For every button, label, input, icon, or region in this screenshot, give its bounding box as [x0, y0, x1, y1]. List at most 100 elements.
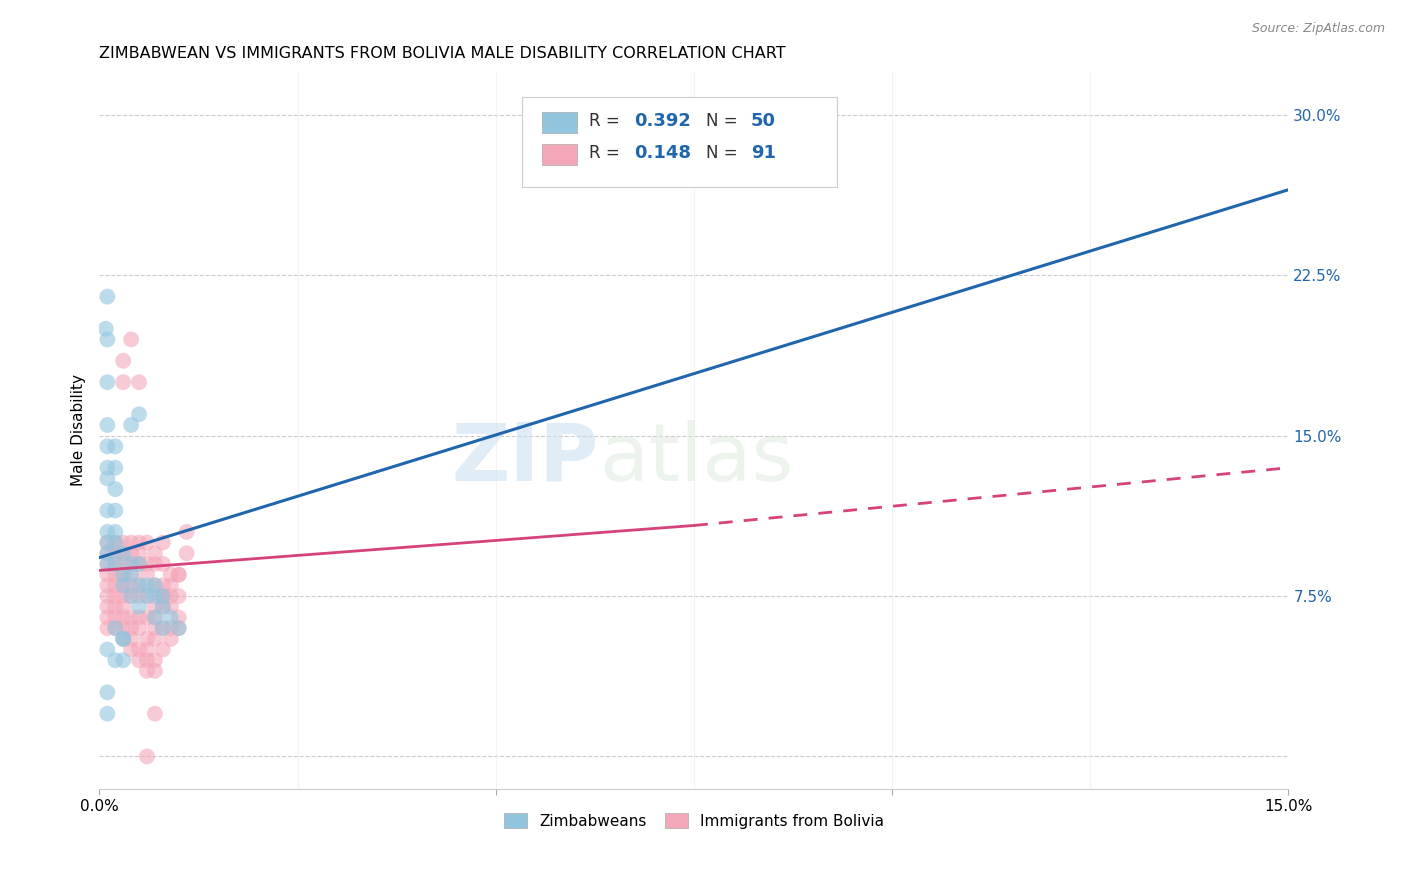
- Point: [96, 524, 118, 539]
- Point: [96, 546, 118, 560]
- Point: [104, 621, 127, 635]
- Point: [159, 621, 181, 635]
- Point: [96, 460, 118, 475]
- Point: [136, 535, 159, 549]
- Point: [128, 599, 150, 614]
- Point: [136, 610, 159, 624]
- Point: [152, 589, 174, 603]
- Point: [104, 546, 127, 560]
- Point: [176, 546, 198, 560]
- FancyBboxPatch shape: [541, 112, 578, 133]
- Point: [159, 567, 181, 582]
- FancyBboxPatch shape: [541, 144, 578, 165]
- Point: [104, 621, 127, 635]
- Point: [120, 589, 142, 603]
- Text: ZIMBABWEAN VS IMMIGRANTS FROM BOLIVIA MALE DISABILITY CORRELATION CHART: ZIMBABWEAN VS IMMIGRANTS FROM BOLIVIA MA…: [100, 46, 786, 62]
- Point: [167, 567, 190, 582]
- Point: [104, 599, 127, 614]
- Point: [104, 557, 127, 571]
- Point: [112, 567, 135, 582]
- Point: [112, 610, 135, 624]
- Point: [136, 578, 159, 592]
- Point: [128, 589, 150, 603]
- Point: [136, 642, 159, 657]
- Point: [104, 578, 127, 592]
- Point: [104, 524, 127, 539]
- Point: [112, 546, 135, 560]
- Point: [136, 589, 159, 603]
- Point: [786, 140, 808, 154]
- Point: [120, 535, 142, 549]
- Point: [120, 567, 142, 582]
- Point: [143, 546, 166, 560]
- Point: [96, 546, 118, 560]
- Point: [143, 589, 166, 603]
- Legend: Zimbabweans, Immigrants from Bolivia: Zimbabweans, Immigrants from Bolivia: [498, 806, 890, 835]
- Point: [143, 599, 166, 614]
- Point: [96, 503, 118, 517]
- Point: [167, 567, 190, 582]
- Point: [152, 599, 174, 614]
- Point: [159, 589, 181, 603]
- Point: [128, 557, 150, 571]
- Text: R =: R =: [589, 112, 620, 130]
- Point: [176, 524, 198, 539]
- Point: [112, 546, 135, 560]
- Point: [96, 471, 118, 485]
- Point: [96, 685, 118, 699]
- Point: [128, 535, 150, 549]
- Point: [136, 567, 159, 582]
- Point: [152, 621, 174, 635]
- Point: [96, 535, 118, 549]
- Point: [112, 632, 135, 646]
- Point: [136, 589, 159, 603]
- Point: [143, 578, 166, 592]
- Point: [104, 557, 127, 571]
- Point: [112, 621, 135, 635]
- Point: [128, 546, 150, 560]
- Point: [96, 589, 118, 603]
- Text: R =: R =: [589, 145, 620, 162]
- Point: [167, 621, 190, 635]
- Point: [104, 439, 127, 453]
- Point: [167, 589, 190, 603]
- Point: [120, 610, 142, 624]
- Point: [104, 567, 127, 582]
- Text: 91: 91: [751, 145, 776, 162]
- Point: [96, 439, 118, 453]
- Point: [96, 621, 118, 635]
- Point: [94, 322, 117, 336]
- Point: [112, 535, 135, 549]
- Point: [112, 578, 135, 592]
- Point: [143, 610, 166, 624]
- Text: ZIP: ZIP: [451, 420, 599, 498]
- Point: [96, 290, 118, 304]
- Text: N =: N =: [706, 145, 737, 162]
- Point: [120, 417, 142, 432]
- Point: [120, 642, 142, 657]
- Point: [96, 642, 118, 657]
- Point: [112, 589, 135, 603]
- Point: [112, 632, 135, 646]
- Text: Source: ZipAtlas.com: Source: ZipAtlas.com: [1251, 22, 1385, 36]
- Point: [112, 557, 135, 571]
- Point: [120, 632, 142, 646]
- Point: [136, 557, 159, 571]
- Point: [128, 653, 150, 667]
- Y-axis label: Male Disability: Male Disability: [72, 375, 86, 486]
- Point: [120, 567, 142, 582]
- Point: [136, 632, 159, 646]
- Point: [96, 599, 118, 614]
- Point: [96, 578, 118, 592]
- Point: [143, 664, 166, 678]
- Point: [96, 610, 118, 624]
- Point: [152, 535, 174, 549]
- Point: [128, 610, 150, 624]
- Point: [159, 610, 181, 624]
- Point: [159, 578, 181, 592]
- Point: [159, 599, 181, 614]
- Point: [112, 632, 135, 646]
- Point: [96, 706, 118, 721]
- Point: [112, 354, 135, 368]
- Point: [128, 642, 150, 657]
